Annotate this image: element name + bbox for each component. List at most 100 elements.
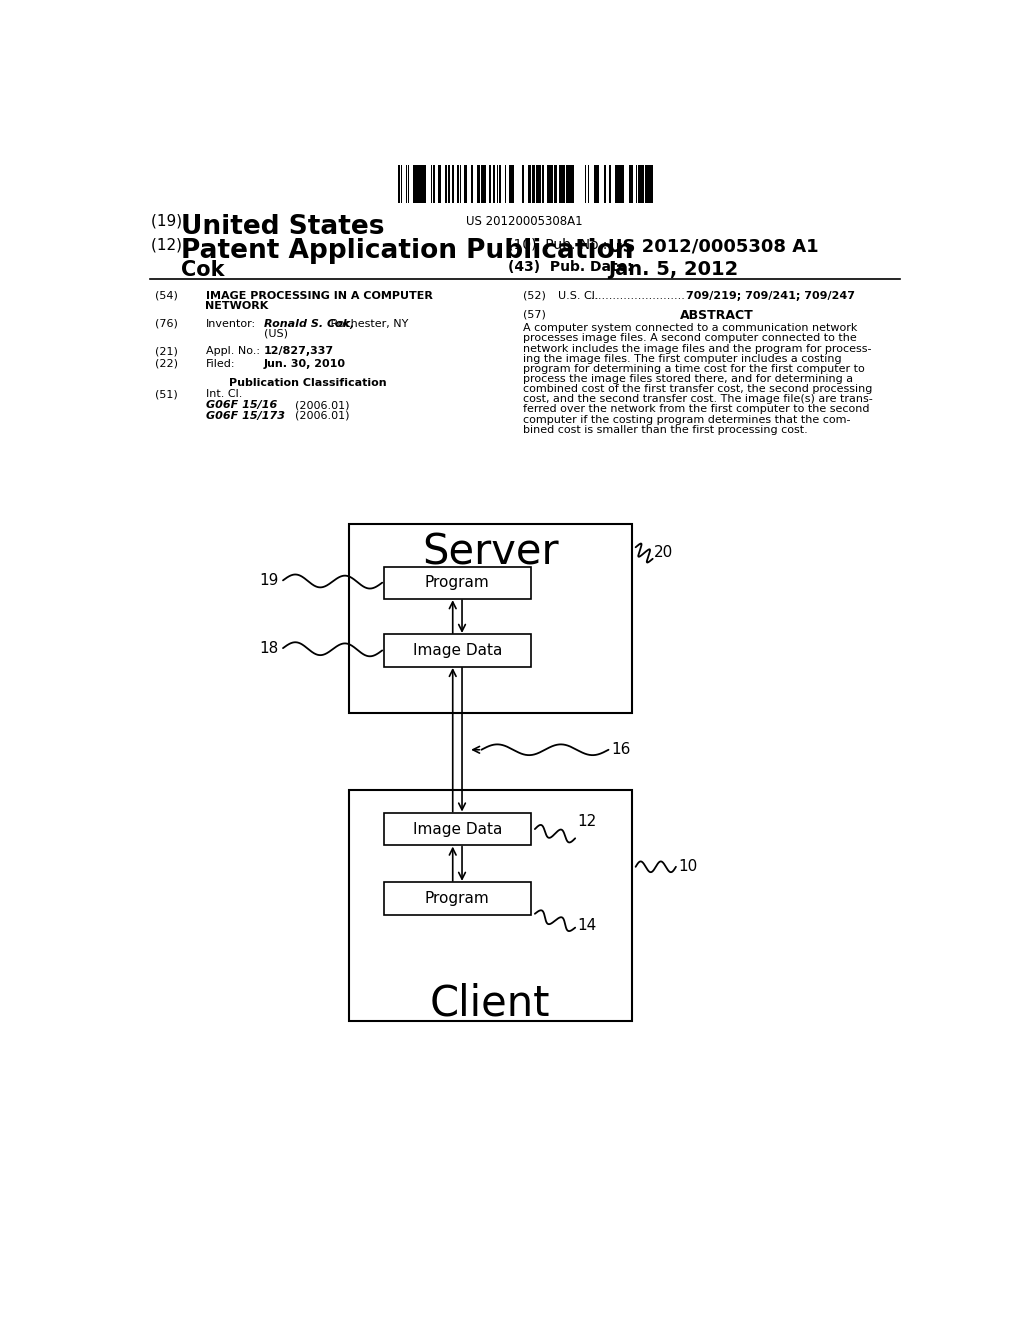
Bar xyxy=(640,165,643,203)
Text: computer if the costing program determines that the com-: computer if the costing program determin… xyxy=(523,414,851,425)
Text: IMAGE PROCESSING IN A COMPUTER: IMAGE PROCESSING IN A COMPUTER xyxy=(206,290,432,301)
Text: process the image files stored there, and for determining a: process the image files stored there, an… xyxy=(523,374,853,384)
Text: 10: 10 xyxy=(678,859,697,874)
Text: G06F 15/16: G06F 15/16 xyxy=(206,400,276,411)
Text: 16: 16 xyxy=(611,742,631,758)
Text: Appl. No.:: Appl. No.: xyxy=(206,346,259,356)
Bar xyxy=(477,165,478,203)
Text: Publication Classification: Publication Classification xyxy=(228,378,386,388)
Text: U.S. Cl.: U.S. Cl. xyxy=(558,290,599,301)
Text: US 2012/0005308 A1: US 2012/0005308 A1 xyxy=(608,238,819,256)
Text: Inventor:: Inventor: xyxy=(206,318,256,329)
Bar xyxy=(569,165,570,203)
Bar xyxy=(555,165,557,203)
Bar xyxy=(629,165,630,203)
Text: United States: United States xyxy=(180,214,384,240)
Bar xyxy=(432,165,435,203)
Bar xyxy=(632,165,633,203)
Text: NETWORK: NETWORK xyxy=(206,301,268,310)
Bar xyxy=(636,165,637,203)
Text: processes image files. A second computer connected to the: processes image files. A second computer… xyxy=(523,334,857,343)
Bar xyxy=(464,165,466,203)
Text: 19: 19 xyxy=(259,573,279,587)
Text: Ronald S. Cok,: Ronald S. Cok, xyxy=(263,318,354,329)
Bar xyxy=(560,165,561,203)
Text: 18: 18 xyxy=(259,640,279,656)
Bar xyxy=(648,165,650,203)
Text: (21): (21) xyxy=(155,346,178,356)
Text: Server: Server xyxy=(422,532,559,574)
Bar xyxy=(512,165,514,203)
Text: network includes the image files and the program for process-: network includes the image files and the… xyxy=(523,343,871,354)
Bar xyxy=(489,165,490,203)
Bar xyxy=(505,165,506,203)
Bar xyxy=(570,165,572,203)
Bar xyxy=(449,165,450,203)
Text: Client: Client xyxy=(430,982,551,1024)
Bar xyxy=(414,165,415,203)
Bar xyxy=(529,165,531,203)
Bar xyxy=(528,165,529,203)
Text: (51): (51) xyxy=(155,389,178,400)
Text: (10)  Pub. No.:: (10) Pub. No.: xyxy=(508,238,607,252)
Bar xyxy=(424,165,426,203)
Bar xyxy=(646,165,648,203)
Bar xyxy=(561,165,563,203)
Text: 20: 20 xyxy=(654,545,674,560)
Text: US 20120005308A1: US 20120005308A1 xyxy=(467,215,583,228)
Text: Patent Application Publication: Patent Application Publication xyxy=(180,238,633,264)
Bar xyxy=(384,882,531,915)
Text: cost, and the second transfer cost. The image file(s) are trans-: cost, and the second transfer cost. The … xyxy=(523,395,873,404)
Text: (2006.01): (2006.01) xyxy=(295,400,349,411)
Text: Cok: Cok xyxy=(180,260,224,280)
Bar xyxy=(500,165,501,203)
Text: (57): (57) xyxy=(523,309,546,319)
Text: 12: 12 xyxy=(578,814,597,829)
Bar xyxy=(522,165,524,203)
Text: ...........................: ........................... xyxy=(588,290,685,301)
Text: (US): (US) xyxy=(263,329,288,338)
Bar xyxy=(445,165,446,203)
Bar xyxy=(621,165,622,203)
Bar xyxy=(400,165,402,203)
Text: Filed:: Filed: xyxy=(206,359,234,368)
Text: ing the image files. The first computer includes a costing: ing the image files. The first computer … xyxy=(523,354,842,364)
Bar xyxy=(384,813,531,845)
Bar xyxy=(567,165,569,203)
Text: Program: Program xyxy=(425,576,489,590)
Bar xyxy=(384,635,531,667)
Text: Rochester, NY: Rochester, NY xyxy=(328,318,409,329)
Bar xyxy=(481,165,483,203)
Bar xyxy=(596,165,598,203)
Bar xyxy=(349,524,632,713)
Text: 709/219; 709/241; 709/247: 709/219; 709/241; 709/247 xyxy=(686,290,855,301)
Text: (19): (19) xyxy=(152,214,187,228)
Bar xyxy=(650,165,652,203)
Bar xyxy=(594,165,595,203)
Text: A computer system connected to a communication network: A computer system connected to a communi… xyxy=(523,323,858,333)
Bar xyxy=(638,165,640,203)
Bar xyxy=(422,165,423,203)
Text: Jun. 30, 2010: Jun. 30, 2010 xyxy=(263,359,346,368)
Text: ABSTRACT: ABSTRACT xyxy=(680,309,754,322)
Text: (54): (54) xyxy=(155,290,178,301)
Text: (43)  Pub. Date:: (43) Pub. Date: xyxy=(508,260,633,275)
Bar xyxy=(384,566,531,599)
Bar xyxy=(534,165,535,203)
Text: 12/827,337: 12/827,337 xyxy=(263,346,334,356)
Bar xyxy=(542,165,544,203)
Bar xyxy=(630,165,632,203)
Bar xyxy=(572,165,574,203)
Text: bined cost is smaller than the first processing cost.: bined cost is smaller than the first pro… xyxy=(523,425,808,434)
Text: G06F 15/173: G06F 15/173 xyxy=(206,411,285,421)
Bar xyxy=(438,165,439,203)
Bar xyxy=(547,165,550,203)
Bar xyxy=(349,789,632,1020)
Text: Image Data: Image Data xyxy=(413,821,502,837)
Bar xyxy=(478,165,480,203)
Bar xyxy=(398,165,400,203)
Bar xyxy=(537,165,539,203)
Text: (76): (76) xyxy=(155,318,178,329)
Text: (2006.01): (2006.01) xyxy=(295,411,349,421)
Text: ferred over the network from the first computer to the second: ferred over the network from the first c… xyxy=(523,404,869,414)
